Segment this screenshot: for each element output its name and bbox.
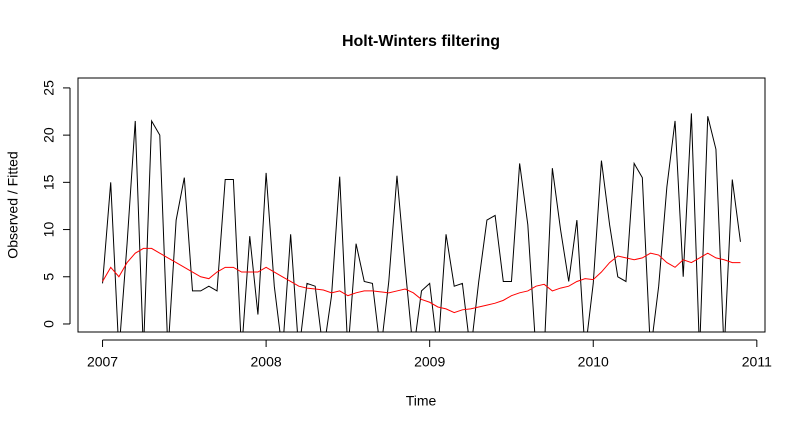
y-tick-label: 15 xyxy=(41,174,57,190)
y-tick-label: 0 xyxy=(41,320,57,328)
x-tick-label: 2010 xyxy=(578,354,609,370)
x-tick-label: 2008 xyxy=(251,354,282,370)
x-axis-label: Time xyxy=(406,393,437,409)
x-tick-label: 2009 xyxy=(414,354,445,370)
y-tick-label: 10 xyxy=(41,222,57,238)
y-tick-label: 25 xyxy=(41,80,57,96)
y-axis-label: Observed / Fitted xyxy=(5,151,21,258)
x-tick-label: 2007 xyxy=(87,354,118,370)
chart-title: Holt-Winters filtering xyxy=(342,33,500,50)
series-line xyxy=(102,247,741,314)
x-tick-label: 2011 xyxy=(742,354,772,370)
plot-box xyxy=(77,77,766,333)
y-tick-label: 20 xyxy=(41,127,57,143)
y-tick-label: 5 xyxy=(41,273,57,281)
series-line xyxy=(102,113,741,332)
